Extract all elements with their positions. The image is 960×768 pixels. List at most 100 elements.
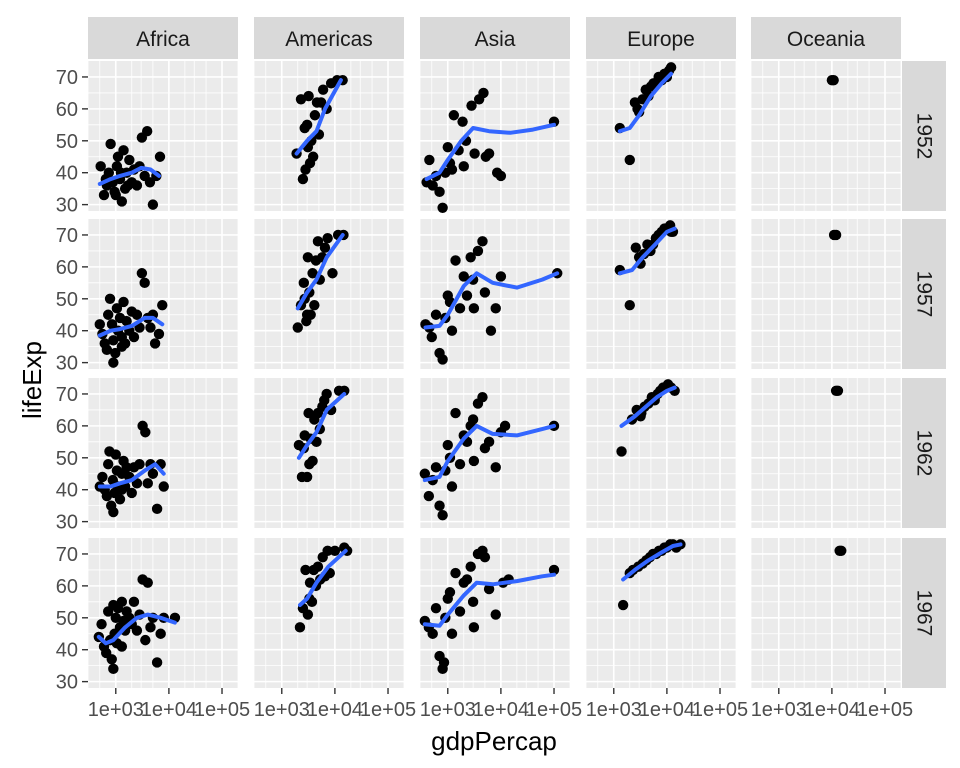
data-point bbox=[499, 420, 511, 432]
facet-strip-col bbox=[751, 17, 901, 59]
data-point bbox=[300, 564, 311, 576]
y-tick-label: 70 bbox=[56, 384, 78, 406]
data-point bbox=[472, 245, 484, 257]
data-point bbox=[114, 494, 126, 505]
data-point bbox=[321, 388, 332, 400]
facet-strip-col-label: Europe bbox=[627, 28, 695, 51]
facet-panel bbox=[87, 538, 239, 688]
data-point bbox=[97, 471, 108, 483]
data-point bbox=[139, 277, 150, 289]
data-point bbox=[327, 268, 338, 279]
facet-strip-row bbox=[902, 61, 946, 211]
data-point bbox=[424, 154, 435, 166]
data-point bbox=[141, 126, 153, 137]
facet-panel bbox=[87, 378, 239, 528]
data-point bbox=[630, 242, 642, 253]
facet-panel bbox=[253, 61, 405, 211]
data-point bbox=[446, 628, 458, 639]
smooth-line bbox=[294, 78, 343, 156]
smooth-line bbox=[617, 71, 674, 134]
x-tick-label: 1e+04 bbox=[473, 699, 529, 721]
data-point bbox=[828, 74, 839, 86]
panel-background bbox=[586, 219, 736, 369]
y-tick-label: 60 bbox=[56, 257, 78, 279]
y-axis-title: lifeExp bbox=[17, 341, 47, 419]
x-tick-label: 1e+03 bbox=[88, 699, 144, 721]
data-point bbox=[307, 151, 319, 162]
y-tick-label: 60 bbox=[56, 576, 78, 598]
data-point bbox=[467, 414, 479, 425]
axes-layer: 30 40 50 60 70 30 40 50 60 70 30 40 50 60 70 30 40 50 60 70… bbox=[56, 67, 913, 721]
data-point bbox=[448, 110, 460, 121]
data-point bbox=[442, 141, 453, 153]
data-point bbox=[147, 468, 159, 479]
data-point bbox=[302, 252, 314, 263]
data-point bbox=[469, 148, 480, 159]
data-point bbox=[136, 268, 148, 279]
y-tick-label: 30 bbox=[56, 195, 78, 217]
data-point bbox=[317, 84, 329, 95]
data-point bbox=[108, 663, 119, 675]
data-point bbox=[303, 90, 314, 102]
facet-panel bbox=[253, 219, 405, 369]
panel-background bbox=[586, 538, 736, 688]
data-point bbox=[467, 596, 479, 608]
data-point bbox=[121, 462, 132, 473]
data-point bbox=[124, 154, 135, 166]
facet-strip-row-label: 1962 bbox=[913, 430, 936, 477]
y-tick-label: 60 bbox=[56, 416, 78, 438]
data-point bbox=[836, 545, 847, 556]
data-point bbox=[495, 170, 507, 182]
facet-strip-row bbox=[902, 219, 946, 369]
panel-background bbox=[254, 538, 404, 688]
data-point bbox=[444, 587, 456, 598]
smooth-line bbox=[296, 392, 347, 460]
facet-panel bbox=[87, 61, 239, 211]
smooth-line bbox=[97, 315, 165, 338]
panel-background bbox=[751, 219, 901, 369]
data-point bbox=[131, 309, 143, 320]
panel-background bbox=[254, 219, 404, 369]
y-tick-label: 40 bbox=[56, 480, 78, 502]
data-point bbox=[423, 490, 435, 502]
data-point bbox=[339, 385, 350, 396]
x-tick-label: 1e+04 bbox=[141, 699, 197, 721]
data-point bbox=[299, 122, 310, 134]
facet-strip-row-label: 1952 bbox=[913, 113, 936, 160]
facet-panel bbox=[419, 538, 571, 688]
y-tick-label: 70 bbox=[56, 544, 78, 566]
smooth-line bbox=[97, 462, 166, 489]
data-point bbox=[430, 462, 442, 473]
data-point bbox=[454, 606, 466, 617]
data-point bbox=[106, 654, 117, 665]
y-tick-label: 40 bbox=[56, 163, 78, 185]
y-tick-label: 50 bbox=[56, 608, 78, 630]
y-tick-label: 50 bbox=[56, 131, 78, 153]
data-point bbox=[438, 657, 450, 668]
data-point bbox=[458, 271, 469, 282]
x-tick-label: 1e+04 bbox=[804, 699, 860, 721]
x-tick-label: 1e+03 bbox=[420, 699, 476, 721]
smooth-line bbox=[298, 548, 348, 607]
data-point bbox=[298, 277, 310, 289]
data-point bbox=[426, 331, 437, 343]
data-point bbox=[142, 577, 153, 588]
facet-strip-col-label: Asia bbox=[475, 28, 516, 51]
smooth-line bbox=[617, 226, 677, 276]
data-point bbox=[142, 478, 153, 489]
data-point bbox=[95, 161, 106, 172]
data-point bbox=[483, 148, 495, 159]
facet-panel bbox=[585, 538, 737, 688]
facet-strip-row bbox=[902, 378, 946, 528]
data-point bbox=[134, 458, 145, 470]
data-point bbox=[154, 151, 166, 162]
y-tick-label: 40 bbox=[56, 321, 78, 343]
data-point bbox=[319, 242, 331, 253]
data-point bbox=[153, 328, 165, 340]
data-point bbox=[454, 303, 466, 314]
panel-background bbox=[751, 378, 901, 528]
smooth-line bbox=[619, 385, 677, 428]
data-point bbox=[450, 255, 461, 266]
panel-background bbox=[254, 378, 404, 528]
facet-strip-row bbox=[902, 538, 946, 688]
